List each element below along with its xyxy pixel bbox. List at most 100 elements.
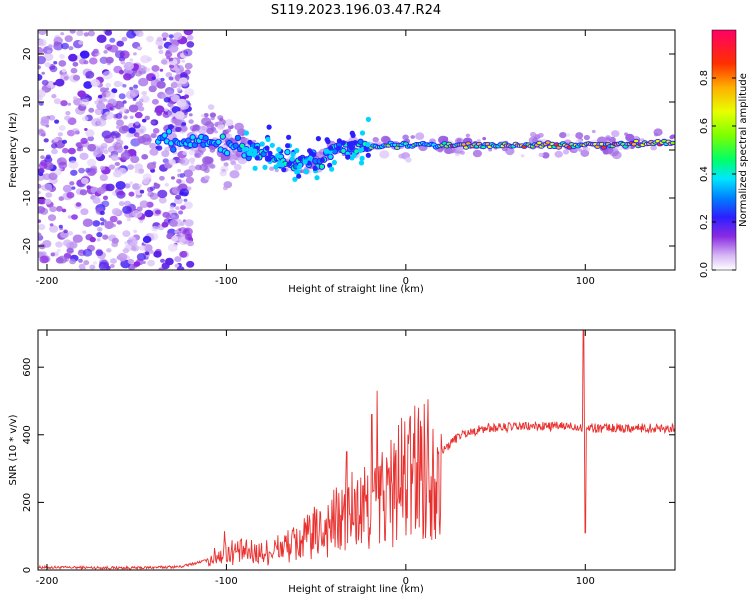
spectrogram-noise-blob bbox=[186, 41, 195, 48]
spectrogram-noise-blob bbox=[144, 209, 154, 218]
spectrogram-ridge-scatter bbox=[266, 124, 272, 130]
spectrogram-noise-blob bbox=[80, 177, 89, 185]
spectrogram-ridge-core bbox=[186, 138, 191, 143]
spectrogram-ridge-core bbox=[550, 142, 555, 146]
spectrogram-noise-blob bbox=[179, 173, 185, 178]
spectrogram-noise-blob bbox=[86, 185, 92, 190]
spectrogram-ridge-core bbox=[250, 143, 256, 148]
spectrogram-noise-blob bbox=[87, 135, 94, 142]
spectrogram-ridge-scatter bbox=[262, 164, 268, 170]
spectrogram-noise-blob bbox=[520, 154, 525, 158]
snr-axes-frame bbox=[37, 329, 676, 571]
spectrogram-ridge-core bbox=[166, 129, 172, 134]
spectrogram-noise-blob bbox=[111, 208, 121, 216]
spectrogram-noise-blob bbox=[161, 150, 170, 158]
spectrogram-noise-blob bbox=[149, 148, 159, 156]
spectrogram-noise-blob bbox=[179, 157, 190, 166]
spectrogram-ridge-scatter bbox=[296, 173, 302, 179]
spectrogram-ridge-core bbox=[481, 145, 486, 149]
spectrogram-noise-blob bbox=[127, 164, 134, 170]
spectrogram-ridge-scatter bbox=[350, 132, 356, 138]
spectrogram-ridge-scatter bbox=[246, 150, 252, 156]
spectrogram-noise-blob bbox=[41, 71, 45, 75]
spectrogram-y-tick-label: 10 bbox=[22, 96, 33, 109]
spectrogram-ridge-core bbox=[164, 139, 169, 144]
spectrogram-noise-blob bbox=[109, 215, 118, 223]
spectrogram-noise-blob bbox=[179, 188, 190, 197]
spectrogram-noise-blob bbox=[172, 118, 179, 124]
spectrogram-noise-blob bbox=[220, 165, 229, 173]
spectrogram-ridge-core bbox=[218, 147, 223, 152]
spectrogram-noise-blob bbox=[153, 250, 162, 258]
spectrogram-ridge-scatter bbox=[340, 140, 346, 146]
spectrogram-noise-blob bbox=[173, 32, 183, 40]
spectrogram-noise-blob bbox=[168, 159, 176, 165]
spectrogram-noise-blob bbox=[84, 128, 88, 131]
spectrogram-noise-blob bbox=[149, 142, 157, 149]
spectrogram-ridge-scatter bbox=[292, 176, 298, 182]
spectrogram-noise-blob bbox=[169, 205, 175, 210]
spectrogram-ridge-scatter bbox=[243, 130, 249, 136]
spectrogram-noise-blob bbox=[96, 34, 107, 43]
spectrogram-noise-blob bbox=[171, 176, 175, 180]
spectrogram-noise-blob bbox=[625, 133, 635, 142]
spectrogram-noise-blob bbox=[118, 167, 127, 175]
spectrogram-noise-blob bbox=[124, 149, 129, 154]
spectrogram-noise-blob bbox=[67, 147, 76, 155]
spectrogram-noise-blob bbox=[217, 115, 224, 121]
snr-x-tick-label: 0 bbox=[403, 576, 409, 587]
spectrogram-noise-blob bbox=[586, 147, 591, 152]
spectrogram-noise-blob bbox=[83, 32, 89, 37]
spectrogram-noise-blob bbox=[140, 55, 151, 64]
spectrogram-noise-blob bbox=[167, 124, 174, 130]
spectrogram-noise-blob bbox=[82, 248, 93, 257]
spectrogram-ridge-scatter bbox=[307, 148, 313, 154]
spectrogram-noise-blob bbox=[133, 52, 137, 56]
spectrogram-noise-blob bbox=[197, 125, 208, 135]
spectrogram-noise-blob bbox=[43, 52, 54, 62]
spectrogram-noise-blob bbox=[124, 241, 129, 245]
spectrogram-ridge-scatter bbox=[297, 155, 303, 162]
spectrogram-noise-blob bbox=[132, 97, 137, 101]
spectrogram-noise-blob bbox=[94, 100, 99, 105]
spectrogram-noise-blob bbox=[155, 209, 161, 215]
spectrogram-noise-blob bbox=[183, 201, 193, 209]
colorbar-tick-label: 0.6 bbox=[699, 118, 710, 134]
spectrogram-noise-blob bbox=[554, 150, 563, 158]
spectrogram-noise-blob bbox=[70, 67, 78, 74]
spectrogram-noise-blob bbox=[99, 174, 108, 182]
spectrogram-noise-blob bbox=[122, 248, 129, 254]
spectrogram-noise-blob bbox=[38, 101, 44, 106]
spectrogram-noise-blob bbox=[77, 90, 86, 98]
spectrogram-ridge-core bbox=[662, 139, 667, 143]
spectrogram-noise-blob bbox=[226, 128, 232, 133]
spectrogram-noise-blob bbox=[168, 76, 174, 81]
spectrogram-noise-blob bbox=[102, 195, 109, 200]
spectrogram-noise-blob bbox=[192, 125, 200, 132]
spectrogram-noise-blob bbox=[179, 102, 189, 110]
spectrogram-noise-blob bbox=[83, 260, 90, 266]
spectrogram-noise-blob bbox=[58, 224, 63, 229]
spectrogram-ridge-scatter bbox=[264, 145, 270, 151]
spectrogram-noise-blob bbox=[154, 105, 165, 114]
spectrogram-noise-blob bbox=[117, 253, 128, 261]
spectrogram-noise-blob bbox=[123, 115, 128, 120]
spectrogram-noise-blob bbox=[56, 205, 63, 212]
spectrogram-noise-blob bbox=[96, 118, 107, 127]
spectrogram-noise-blob bbox=[151, 65, 160, 72]
spectrogram-noise-blob bbox=[139, 189, 145, 194]
spectrogram-noise-blob bbox=[76, 30, 84, 37]
spectrogram-noise-blob bbox=[111, 154, 119, 161]
spectrogram-noise-blob bbox=[168, 34, 174, 39]
spectrogram-noise-blob bbox=[128, 104, 139, 113]
spectrogram-noise-blob bbox=[99, 165, 106, 171]
spectrogram-noise-blob bbox=[209, 112, 216, 118]
spectrogram-noise-blob bbox=[139, 245, 146, 251]
spectrogram-noise-blob bbox=[184, 62, 193, 70]
spectrogram-ridge-scatter bbox=[351, 152, 357, 158]
spectrogram-ridge-core bbox=[162, 133, 167, 138]
spectrogram-noise-blob bbox=[78, 258, 83, 263]
spectrogram-ridge-scatter bbox=[275, 153, 281, 159]
spectrogram-noise-blob bbox=[252, 139, 257, 143]
spectrogram-noise-blob bbox=[96, 145, 105, 152]
